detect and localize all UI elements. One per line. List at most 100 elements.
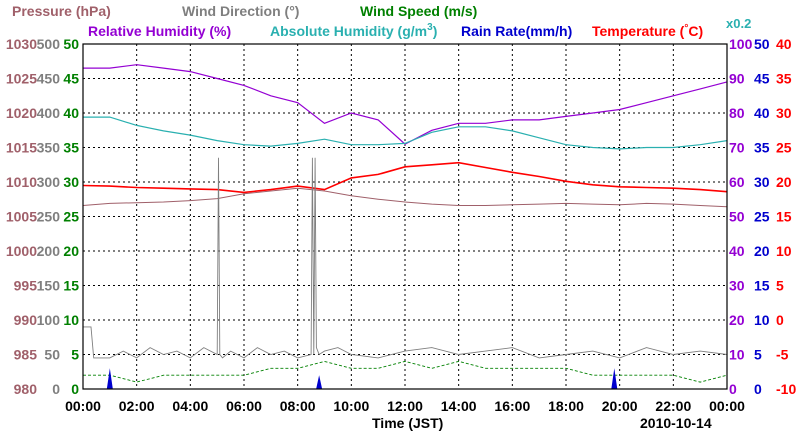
- tick-wind-direction: 300: [37, 174, 61, 190]
- tick-pressure: 990: [14, 312, 38, 328]
- tick-rain-rate: 45: [754, 71, 770, 87]
- rain-rate-mark: [106, 368, 113, 389]
- tick-rain-rate: 40: [754, 105, 770, 121]
- tick-wind-speed: 30: [63, 174, 79, 190]
- tick-time: 18:00: [548, 398, 584, 414]
- tick-temperature: 40: [776, 36, 792, 52]
- series-wind-speed: [83, 360, 728, 383]
- rain-rate-mark: [316, 375, 323, 389]
- tick-rain-rate: 20: [754, 243, 770, 259]
- tick-humidity: 70: [729, 140, 745, 156]
- tick-temperature: 35: [776, 71, 792, 87]
- tick-humidity: 80: [729, 105, 745, 121]
- tick-rain-rate: 15: [754, 278, 770, 294]
- tick-pressure: 995: [14, 278, 38, 294]
- tick-wind-direction: 150: [37, 278, 61, 294]
- tick-rain-rate: 10: [754, 312, 770, 328]
- tick-rain-rate: 35: [754, 140, 770, 156]
- legend-temperature: Temperature (°C): [592, 23, 703, 39]
- tick-wind-direction: 500: [37, 36, 61, 52]
- tick-pressure: 1025: [6, 71, 37, 87]
- tick-temperature: 5: [776, 278, 784, 294]
- tick-wind-direction: 200: [37, 243, 61, 259]
- legend-absolute-humidity: Absolute Humidity (g/m3): [270, 22, 437, 39]
- tick-temperature: 30: [776, 105, 792, 121]
- tick-wind-speed: 20: [63, 243, 79, 259]
- tick-temperature: 0: [776, 312, 784, 328]
- tick-rain-rate: 25: [754, 209, 770, 225]
- tick-wind-speed: 5: [71, 347, 79, 363]
- legend-relative-humidity: Relative Humidity (%): [88, 23, 231, 39]
- tick-temperature: 20: [776, 174, 792, 190]
- legend-rain-rate: Rain Rate(mm/h): [461, 23, 572, 39]
- tick-humidity: 20: [729, 312, 745, 328]
- tick-time: 00:00: [65, 398, 101, 414]
- tick-time: 14:00: [441, 398, 477, 414]
- rain-rate-mark: [611, 368, 618, 389]
- tick-pressure: 985: [14, 347, 38, 363]
- series-wind-direction: [83, 157, 728, 359]
- tick-rain-rate: 30: [754, 174, 770, 190]
- tick-time: 20:00: [602, 398, 638, 414]
- tick-wind-speed: 15: [63, 278, 79, 294]
- tick-humidity: 100: [729, 36, 753, 52]
- tick-temperature: 10: [776, 243, 792, 259]
- tick-temperature: 25: [776, 140, 792, 156]
- tick-humidity: 40: [729, 243, 745, 259]
- tick-humidity: 50: [729, 209, 745, 225]
- tick-wind-direction: 400: [37, 105, 61, 121]
- axis-ticks: 1030102510201015101010051000995990985980…: [6, 36, 797, 414]
- tick-wind-direction: 350: [37, 140, 61, 156]
- tick-rain-rate: 50: [754, 36, 770, 52]
- plot-grid: [83, 44, 727, 389]
- tick-pressure: 1010: [6, 174, 37, 190]
- tick-time: 16:00: [494, 398, 530, 414]
- legend-wind-speed: Wind Speed (m/s): [360, 3, 477, 19]
- series-absolute-humidity: [83, 116, 728, 150]
- tick-time: 12:00: [387, 398, 423, 414]
- tick-time: 00:00: [709, 398, 745, 414]
- tick-temperature: -10: [776, 381, 796, 397]
- tick-temperature: -5: [776, 347, 789, 363]
- tick-time: 02:00: [119, 398, 155, 414]
- tick-wind-direction: 250: [37, 209, 61, 225]
- tick-pressure: 1015: [6, 140, 37, 156]
- tick-wind-direction: 50: [44, 347, 60, 363]
- tick-time: 06:00: [226, 398, 262, 414]
- tick-wind-direction: 100: [37, 312, 61, 328]
- tick-pressure: 1020: [6, 105, 37, 121]
- tick-wind-speed: 10: [63, 312, 79, 328]
- date-label: 2010-10-14: [640, 415, 712, 431]
- tick-rain-rate: 5: [754, 347, 762, 363]
- legend: Pressure (hPa) Wind Direction (°) Wind S…: [12, 3, 751, 39]
- tick-humidity: 0: [729, 381, 737, 397]
- plot-frame: [82, 43, 728, 390]
- legend-pressure: Pressure (hPa): [12, 3, 111, 19]
- tick-time: 04:00: [172, 398, 208, 414]
- tick-wind-speed: 0: [71, 381, 79, 397]
- tick-pressure: 1000: [6, 243, 37, 259]
- x-axis-label: Time (JST): [372, 415, 443, 431]
- tick-wind-direction: 0: [52, 381, 60, 397]
- tick-wind-speed: 25: [63, 209, 79, 225]
- tick-pressure: 1030: [6, 36, 37, 52]
- tick-time: 22:00: [655, 398, 691, 414]
- tick-pressure: 980: [14, 381, 38, 397]
- legend-wind-direction: Wind Direction (°): [182, 3, 299, 19]
- plot-border: [82, 43, 728, 390]
- tick-wind-speed: 35: [63, 140, 79, 156]
- tick-humidity: 10: [729, 347, 745, 363]
- tick-wind-speed: 45: [63, 71, 79, 87]
- tick-wind-direction: 450: [37, 71, 61, 87]
- tick-wind-speed: 50: [63, 36, 79, 52]
- tick-humidity: 30: [729, 278, 745, 294]
- absolute-humidity-scale-note: x0.2: [726, 16, 751, 31]
- tick-time: 10:00: [333, 398, 369, 414]
- tick-time: 08:00: [280, 398, 316, 414]
- tick-humidity: 60: [729, 174, 745, 190]
- plot-series: [82, 64, 728, 389]
- series-pressure: [82, 187, 728, 208]
- tick-humidity: 90: [729, 71, 745, 87]
- tick-temperature: 15: [776, 209, 792, 225]
